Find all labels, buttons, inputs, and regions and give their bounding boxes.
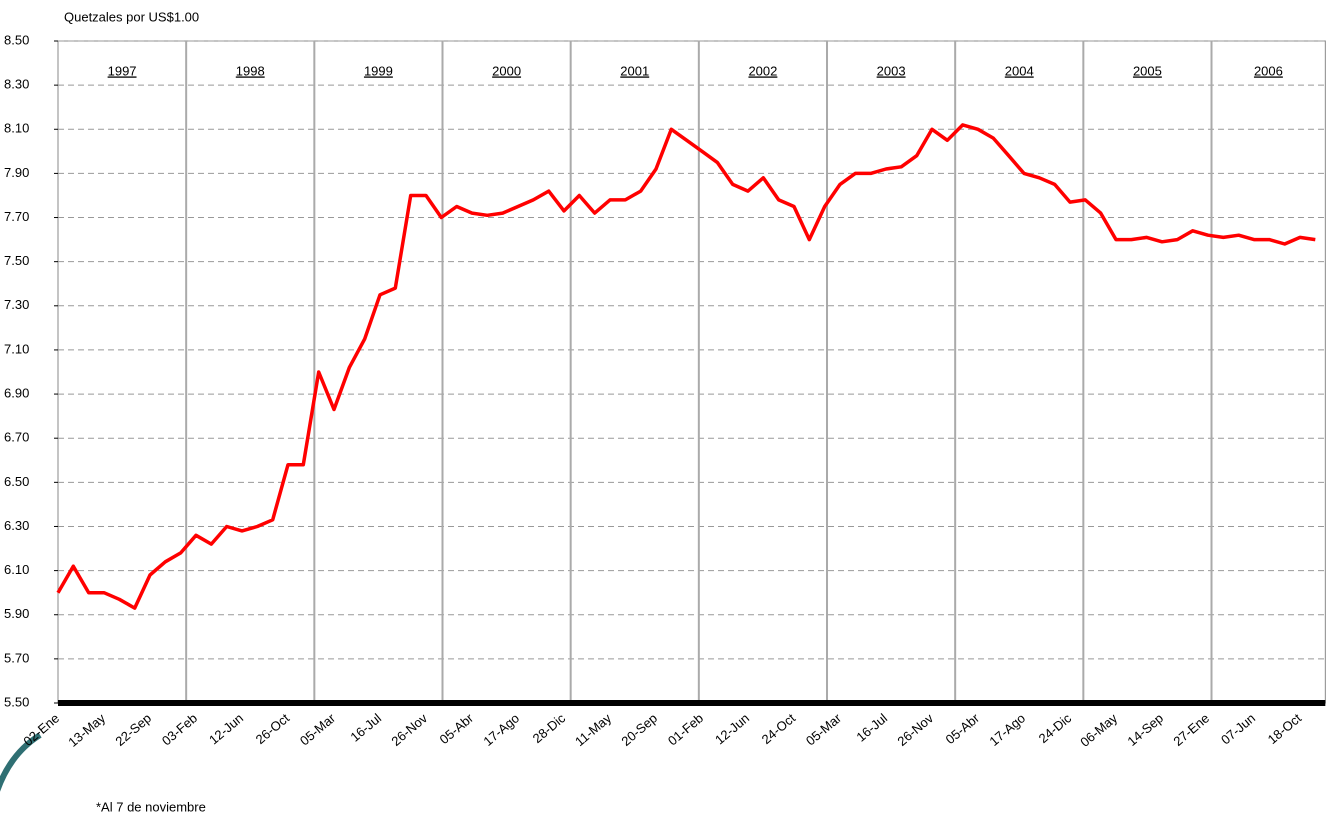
- year-label: 2004: [1005, 63, 1034, 78]
- y-tick-label: 8.30: [4, 77, 29, 92]
- axis-label: Quetzales por US$1.00: [64, 9, 199, 24]
- y-tick-label: 7.50: [4, 253, 29, 268]
- x-tick-label: 13-May: [65, 710, 108, 750]
- x-tick-label: 11-May: [572, 710, 614, 749]
- x-tick-label: 05-Abr: [943, 710, 983, 747]
- year-label: 2005: [1133, 63, 1162, 78]
- x-tick-label: 28-Dic: [530, 710, 569, 746]
- decoration-arc: [0, 732, 42, 792]
- x-tick-label: 06-May: [1077, 710, 1120, 750]
- x-tick-label: 02-Ene: [20, 710, 62, 748]
- x-tick-label: 05-Mar: [297, 710, 339, 748]
- y-tick-label: 6.30: [4, 518, 29, 533]
- year-label: 2001: [620, 63, 649, 78]
- x-tick-label: 01-Feb: [665, 710, 706, 748]
- y-tick-label: 7.30: [4, 297, 29, 312]
- year-label: 2000: [492, 63, 521, 78]
- y-tick-label: 7.90: [4, 165, 29, 180]
- y-tick-label: 7.10: [4, 341, 29, 356]
- y-tick-label: 8.50: [4, 32, 29, 47]
- x-tick-label: 05-Mar: [803, 710, 845, 748]
- x-tick-label: 05-Abr: [437, 710, 477, 747]
- x-tick-label: 12-Jun: [712, 710, 752, 747]
- x-tick-label: 27-Ene: [1170, 710, 1212, 748]
- x-tick-label: 16-Jul: [853, 710, 890, 744]
- series-line: [56, 123, 1316, 610]
- y-tick-label: 5.50: [4, 694, 29, 709]
- year-label: 2003: [877, 63, 906, 78]
- x-tick-label: 03-Feb: [159, 710, 200, 748]
- y-tick-label: 6.90: [4, 386, 29, 401]
- y-tick-label: 6.50: [4, 474, 29, 489]
- x-tick-label: 22-Sep: [112, 710, 154, 748]
- plot-area: [57, 40, 1326, 704]
- y-tick-label: 6.10: [4, 562, 29, 577]
- x-tick-label: 26-Nov: [388, 710, 430, 749]
- x-tick-label: 20-Sep: [618, 710, 660, 748]
- x-axis: [58, 700, 1326, 706]
- year-label: 2002: [748, 63, 777, 78]
- y-tick-label: 5.70: [4, 650, 29, 665]
- year-label: 1997: [108, 63, 137, 78]
- y-tick-label: 8.10: [4, 121, 29, 136]
- x-tick-label: 24-Oct: [759, 710, 799, 747]
- x-tick-label: 17-Ago: [986, 710, 1028, 748]
- x-tick-label: 16-Jul: [347, 710, 384, 744]
- x-tick-label: 14-Sep: [1124, 710, 1166, 748]
- x-tick-label: 12-Jun: [206, 710, 246, 747]
- y-tick-label: 7.70: [4, 209, 29, 224]
- x-tick-label: 26-Nov: [894, 710, 936, 749]
- x-tick-label: 17-Ago: [480, 710, 522, 748]
- year-label: 2006: [1254, 63, 1283, 78]
- x-tick-label: 24-Dic: [1036, 710, 1075, 746]
- x-tick-label: 26-Oct: [253, 710, 293, 747]
- x-tick-label: 07-Jun: [1218, 710, 1258, 747]
- x-tick-label: 18-Oct: [1265, 710, 1305, 747]
- y-tick-label: 6.70: [4, 430, 29, 445]
- year-label: 1999: [364, 63, 393, 78]
- footnote: *Al 7 de noviembre: [96, 799, 206, 814]
- y-tick-label: 5.90: [4, 606, 29, 621]
- year-label: 1998: [236, 63, 265, 78]
